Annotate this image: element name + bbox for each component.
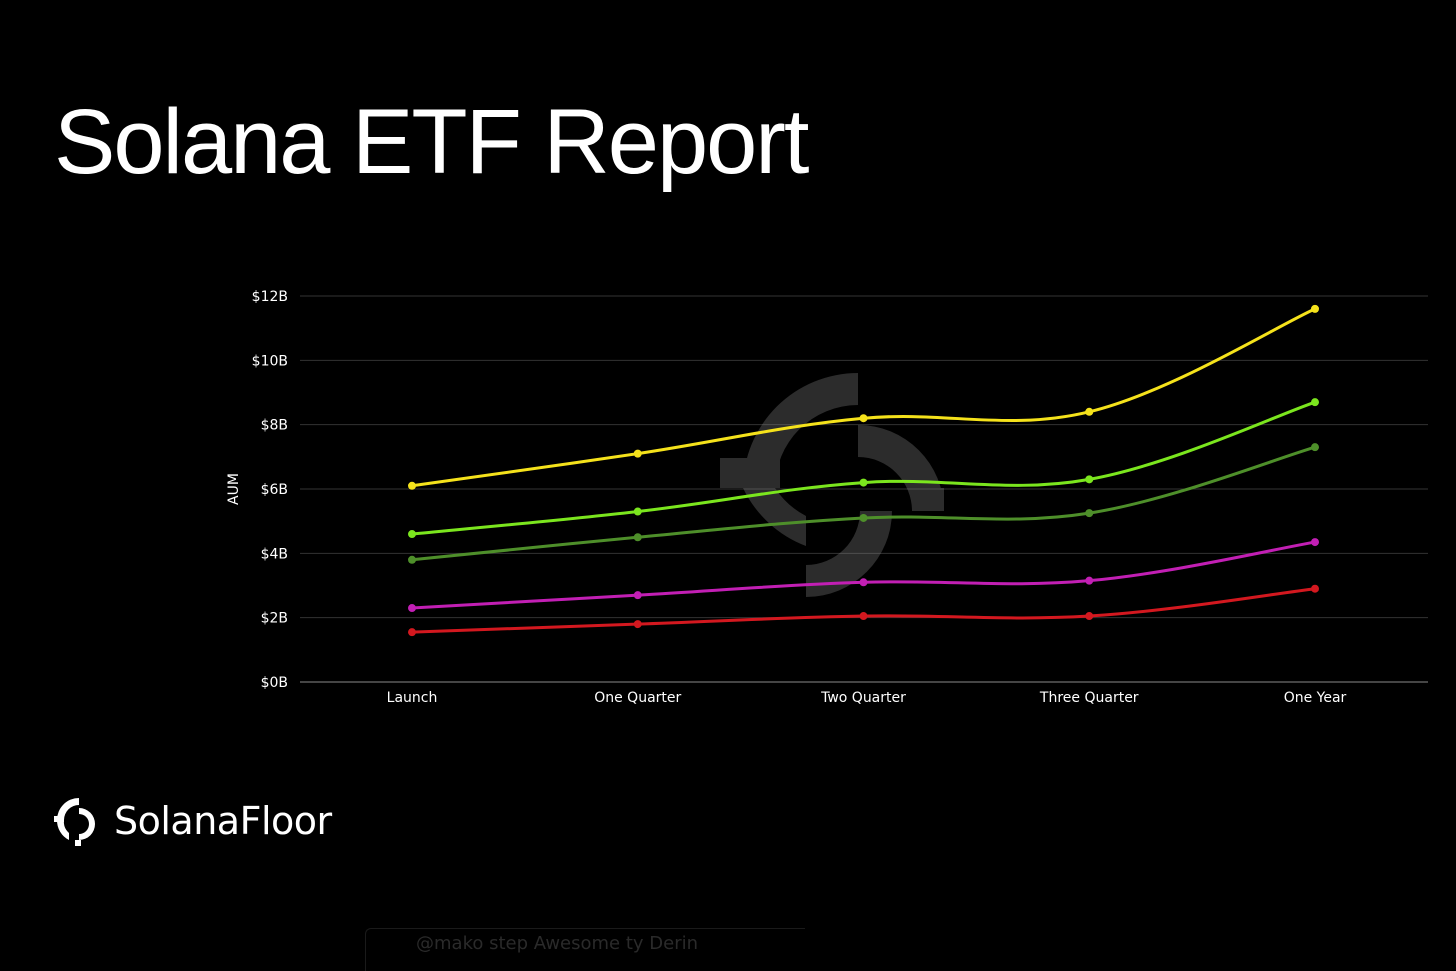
data-point [1311,443,1319,452]
solanafloor-logo-icon [54,798,95,846]
y-tick-label: $6B [261,482,288,498]
data-point [1311,538,1319,547]
data-point [1085,576,1094,585]
series-line [408,304,1319,490]
data-point [408,481,416,490]
chart-grid [300,295,1428,683]
data-point [859,478,868,487]
solanafloor-watermark-icon [720,373,944,597]
chart-series [408,304,1319,637]
y-tick-label: $10B [252,353,288,369]
x-tick-label: Three Quarter [1039,690,1139,706]
data-point [633,507,642,516]
data-point [408,604,416,613]
series-line [408,584,1319,637]
y-tick-label: $4B [261,546,288,562]
series-line [408,443,1319,564]
data-point [408,555,416,564]
x-tick-label: Two Quarter [820,690,906,706]
data-point [633,620,642,629]
x-tick-label: One Quarter [594,690,681,706]
footer-fragment: @mako step Awesome ty Derin [365,928,805,971]
data-point [1085,612,1094,621]
data-point [1085,509,1094,518]
data-point [408,530,416,539]
data-point [1311,304,1319,313]
series-path [410,307,1317,488]
x-tick-label: Launch [387,690,438,706]
series-path [410,587,1317,634]
data-point [859,414,868,423]
data-point [859,513,868,522]
y-tick-label: $8B [261,418,288,434]
data-point [1311,398,1319,407]
data-point [1085,407,1094,416]
y-tick-label: $2B [261,611,288,627]
brand: SolanaFloor [54,796,332,846]
y-tick-label: $0B [261,675,288,691]
data-point [633,449,642,458]
data-point [408,628,416,637]
data-point [1311,584,1319,593]
page-title: Solana ETF Report [54,91,809,193]
data-point [633,533,642,542]
data-point [1085,475,1094,484]
brand-name: SolanaFloor [114,799,332,843]
y-axis-title: AUM [226,473,242,505]
data-point [859,578,868,587]
x-tick-label: One Year [1284,690,1347,706]
series-line [408,538,1319,613]
y-tick-label: $12B [252,289,288,305]
data-point [859,612,868,621]
series-line [408,398,1319,539]
data-point [633,591,642,600]
chart-labels: $0B $2B $4B $6B $8B $10B $12B Launch One Quarter… [252,289,1347,706]
